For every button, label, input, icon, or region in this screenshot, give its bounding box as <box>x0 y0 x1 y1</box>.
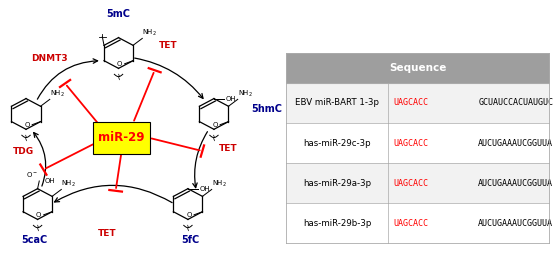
Text: miR-29: miR-29 <box>98 131 145 144</box>
Text: ⌇: ⌇ <box>116 73 121 82</box>
Bar <box>286 53 550 83</box>
Text: ⌇: ⌇ <box>212 134 216 143</box>
Text: TET: TET <box>98 229 116 238</box>
Bar <box>286 163 550 204</box>
Text: AUCUGAAAUCGGUUA: AUCUGAAAUCGGUUA <box>478 219 553 228</box>
Text: O: O <box>117 61 122 67</box>
Text: UAGCACC: UAGCACC <box>393 139 428 148</box>
Text: 5caC: 5caC <box>22 235 48 245</box>
Text: TET: TET <box>219 144 238 153</box>
Text: DNMT3: DNMT3 <box>31 54 67 63</box>
Text: TET: TET <box>158 41 177 50</box>
Text: EBV miR-BART 1-3p: EBV miR-BART 1-3p <box>295 98 379 107</box>
Text: UAGCACC: UAGCACC <box>393 219 428 228</box>
Text: O$^-$: O$^-$ <box>26 170 38 179</box>
Text: NH$_2$: NH$_2$ <box>142 28 157 38</box>
Bar <box>286 83 550 123</box>
Text: NH$_2$: NH$_2$ <box>61 179 76 189</box>
Text: OH: OH <box>44 178 55 184</box>
FancyBboxPatch shape <box>92 122 150 154</box>
Text: UAGCACC: UAGCACC <box>393 98 428 107</box>
Text: TDG: TDG <box>13 147 34 156</box>
Text: has-miR-29a-3p: has-miR-29a-3p <box>303 179 371 188</box>
Text: 5mC: 5mC <box>107 9 131 19</box>
Text: UAGCACC: UAGCACC <box>393 179 428 188</box>
Text: ⌇: ⌇ <box>24 134 28 143</box>
Text: O: O <box>186 212 192 218</box>
Text: NH$_2$: NH$_2$ <box>238 89 252 99</box>
Text: OH: OH <box>226 96 236 101</box>
Text: OH: OH <box>200 186 210 192</box>
Text: O: O <box>212 122 217 128</box>
Text: AUCUGAAAUCGGUUA: AUCUGAAAUCGGUUA <box>478 139 553 148</box>
Text: 5fC: 5fC <box>182 235 200 245</box>
Text: AUCUGAAAUCGGUUA: AUCUGAAAUCGGUUA <box>478 179 553 188</box>
Text: NH$_2$: NH$_2$ <box>212 179 227 189</box>
Text: NH$_2$: NH$_2$ <box>50 89 64 99</box>
Text: 5hmC: 5hmC <box>251 104 282 114</box>
Text: O: O <box>36 212 41 218</box>
Text: Sequence: Sequence <box>390 63 447 73</box>
Text: ⌇: ⌇ <box>36 224 39 233</box>
Bar <box>286 123 550 163</box>
Text: has-miR-29c-3p: has-miR-29c-3p <box>304 139 371 148</box>
Bar <box>286 204 550 244</box>
Text: GCUAUCCACUAUGUC: GCUAUCCACUAUGUC <box>478 98 553 107</box>
Text: has-miR-29b-3p: has-miR-29b-3p <box>303 219 371 228</box>
Text: O: O <box>24 122 29 128</box>
Text: ⌇: ⌇ <box>186 224 190 233</box>
